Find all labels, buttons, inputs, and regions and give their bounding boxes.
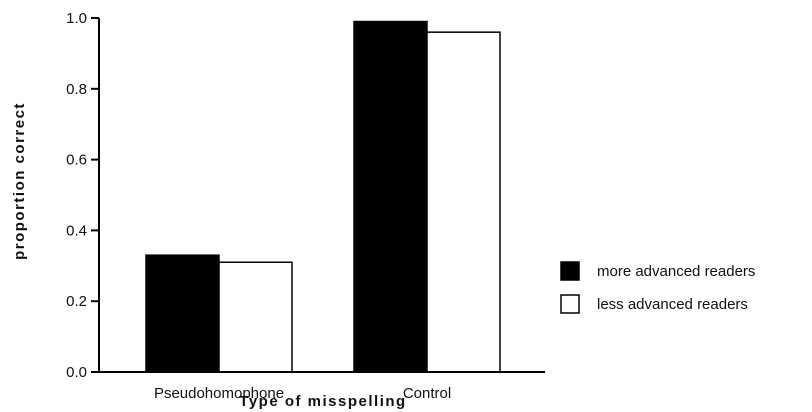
x-tick-label: Control — [403, 385, 451, 402]
y-ticks-layer: 0.0 0.2 0.4 0.6 0.8 1.0 — [66, 10, 99, 381]
x-tick-label: Pseudohomophone — [154, 385, 284, 402]
x-axis-title: Type of misspelling — [239, 393, 406, 410]
bar-control-more-advanced — [353, 20, 428, 373]
y-tick-label: 1.0 — [66, 10, 87, 27]
x-ticks-layer: Pseudohomophone Control — [154, 385, 451, 402]
axes-layer — [98, 18, 545, 373]
y-tick-label: 0.0 — [66, 364, 87, 381]
bar-pseudohomophone-less-advanced — [218, 261, 293, 373]
y-tick-label: 0.2 — [66, 293, 87, 310]
legend: more advanced readers less advanced reade… — [560, 261, 755, 314]
y-tick-label: 0.4 — [66, 222, 87, 239]
y-tick-label: 0.6 — [66, 152, 87, 169]
bars-layer — [145, 20, 501, 373]
y-axis-title: proportion correct — [11, 102, 28, 260]
legend-swatch — [560, 261, 580, 281]
y-tick-label: 0.8 — [66, 81, 87, 98]
bar-control-less-advanced — [426, 31, 501, 373]
legend-swatch — [560, 294, 580, 314]
legend-label: more advanced readers — [597, 263, 755, 280]
bar-pseudohomophone-more-advanced — [145, 254, 220, 373]
legend-label: less advanced readers — [597, 296, 748, 313]
